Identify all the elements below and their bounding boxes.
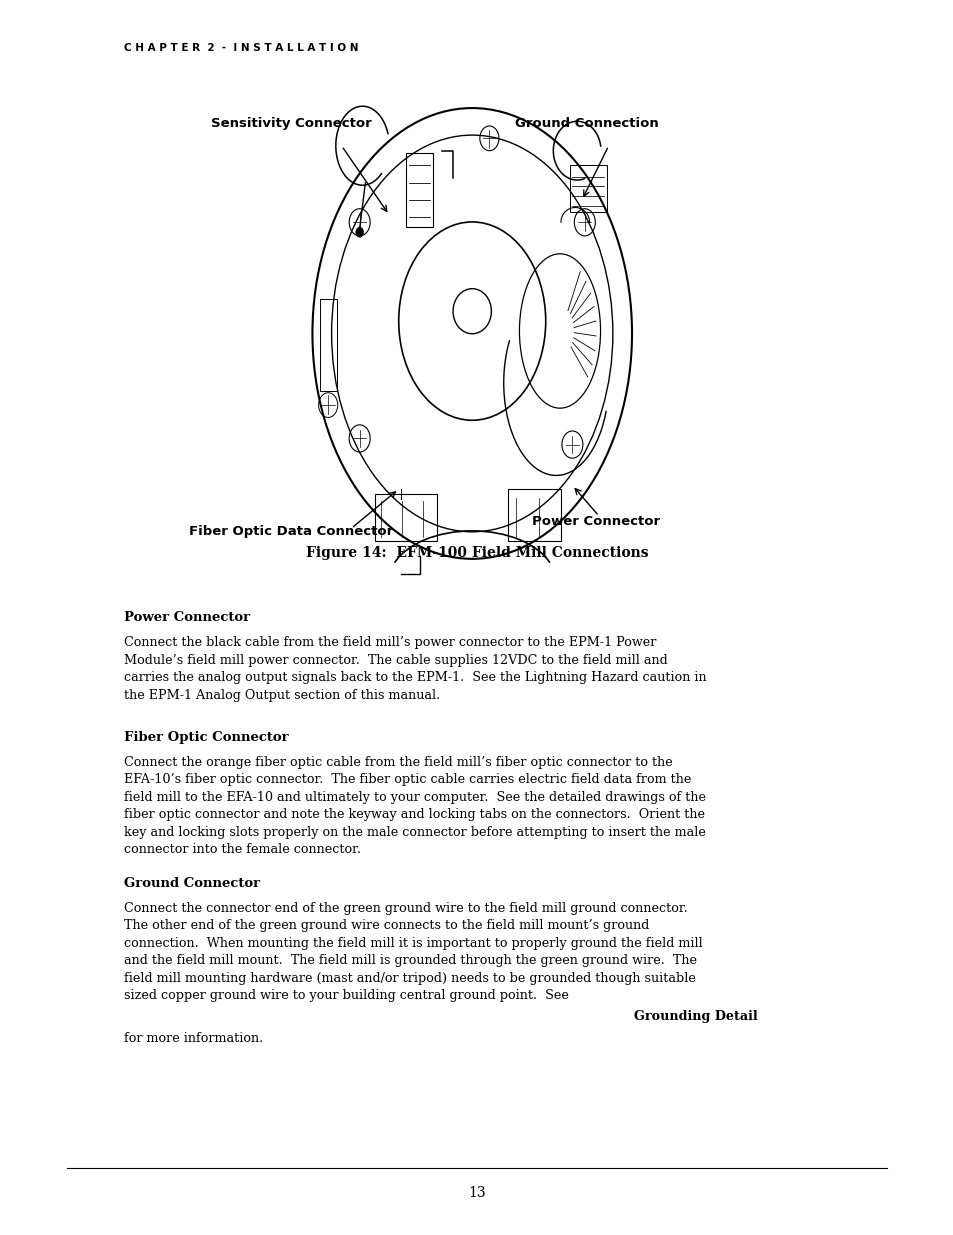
Text: Ground Connector: Ground Connector [124, 877, 260, 890]
Text: Connect the orange fiber optic cable from the field mill’s fiber optic connector: Connect the orange fiber optic cable fro… [124, 756, 705, 856]
Text: C H A P T E R  2  -  I N S T A L L A T I O N: C H A P T E R 2 - I N S T A L L A T I O … [124, 43, 358, 53]
Text: Power Connector: Power Connector [532, 515, 659, 529]
Text: for more information.: for more information. [124, 1032, 263, 1045]
Bar [375, 494, 436, 541]
Bar [406, 153, 433, 227]
Bar [508, 489, 560, 541]
Text: Grounding Detail: Grounding Detail [634, 1010, 758, 1023]
Text: 13: 13 [468, 1186, 485, 1199]
Text: Figure 14:  EFM-100 Field Mill Connections: Figure 14: EFM-100 Field Mill Connection… [305, 546, 648, 559]
Text: Power Connector: Power Connector [124, 611, 250, 625]
Text: Fiber Optic Connector: Fiber Optic Connector [124, 731, 289, 745]
Text: Fiber Optic Data Connector: Fiber Optic Data Connector [189, 525, 393, 538]
Bar [319, 299, 336, 391]
Text: Sensitivity Connector: Sensitivity Connector [211, 116, 371, 130]
Text: Connect the black cable from the field mill’s power connector to the EPM-1 Power: Connect the black cable from the field m… [124, 636, 706, 701]
Circle shape [355, 227, 363, 237]
Bar [570, 165, 606, 212]
Text: Connect the connector end of the green ground wire to the field mill ground conn: Connect the connector end of the green g… [124, 902, 702, 1002]
Text: Ground Connection: Ground Connection [515, 116, 658, 130]
